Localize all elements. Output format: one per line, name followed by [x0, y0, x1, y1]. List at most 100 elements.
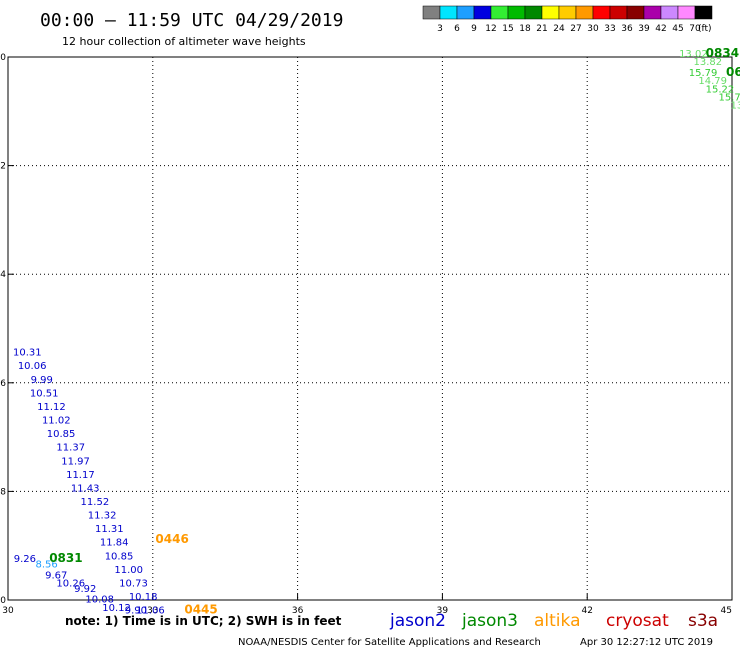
- wave-height-label: 9.67: [45, 570, 67, 581]
- x-axis-ticks: 30 33 36 39 42 45: [2, 594, 733, 616]
- wave-height-label: 10.73: [119, 578, 148, 589]
- color-swatch: [609, 5, 628, 20]
- wave-height-label: 13.02: [679, 49, 708, 60]
- wave-height-label: 11.31: [95, 524, 124, 535]
- wave-height-label: 10.18: [129, 592, 158, 603]
- x-tick-label: 45: [721, 606, 732, 616]
- color-swatch: [524, 5, 543, 20]
- y-tick-label: -54: [0, 270, 6, 280]
- color-scale-legend: 3 6 9 12 15 18 21 24 27 30 33 36 39 42 45 70(ft): [422, 5, 713, 34]
- color-swatch: [490, 5, 509, 20]
- wave-height-label: 10.85: [105, 551, 134, 562]
- satellite-legend-item: s3a: [688, 611, 718, 631]
- x-tick-label: 39: [437, 606, 449, 616]
- satellite-legend-item: jason2: [389, 611, 446, 631]
- color-swatch: [541, 5, 560, 20]
- y-tick-label: -50: [0, 53, 6, 63]
- pass-time-label: 06: [726, 65, 740, 79]
- y-axis-ticks: -50 -52 -54 -56 -58 -60: [0, 53, 14, 606]
- color-swatch: [422, 5, 441, 20]
- color-swatch: [439, 5, 458, 20]
- color-scale-label: 9: [471, 24, 477, 34]
- satellite-legend-item: cryosat: [606, 611, 669, 631]
- wave-height-label: 10.31: [13, 348, 42, 359]
- y-tick-label: -56: [0, 379, 6, 389]
- y-tick-label: -60: [0, 596, 6, 606]
- wave-height-label: 10.12: [102, 603, 131, 614]
- wave-height-label: 11.02: [42, 416, 71, 427]
- footer-credit: NOAA/NESDIS Center for Satellite Applica…: [238, 637, 541, 648]
- color-swatch: [456, 5, 475, 20]
- color-scale-label: 24: [553, 24, 565, 34]
- color-scale-label: 70: [689, 24, 701, 34]
- wave-height-label: 15.22: [706, 84, 735, 95]
- wave-height-label: 11.17: [66, 470, 95, 481]
- pass-time-label: 0446: [155, 532, 188, 546]
- wave-height-label: 10.26: [56, 578, 85, 589]
- color-scale-label: 30: [587, 24, 599, 34]
- plot-frame: [7, 56, 733, 601]
- wave-height-label: 10.85: [47, 429, 76, 440]
- wave-height-label: 10.51: [30, 388, 59, 399]
- color-scale-label: 33: [604, 24, 615, 34]
- chart-title: 00:00 – 11:59 UTC 04/29/2019: [40, 10, 343, 31]
- color-scale-label: 36: [621, 24, 633, 34]
- color-swatch: [473, 5, 492, 20]
- x-tick-label: 30: [2, 606, 14, 616]
- chart-subtitle: 12 hour collection of altimeter wave hei…: [62, 35, 306, 48]
- x-tick-label: 42: [581, 606, 592, 616]
- wave-height-label: 9.99: [31, 375, 53, 386]
- pass-time-label: 0831: [49, 551, 82, 565]
- plot-area: [7, 56, 733, 601]
- x-tick-label: 36: [292, 606, 304, 616]
- footer-note: note: 1) Time is in UTC; 2) SWH is in fe…: [65, 614, 342, 628]
- wave-height-label: 11.43: [71, 483, 100, 494]
- y-tick-label: -58: [0, 487, 6, 497]
- wave-height-label: 10.08: [85, 595, 114, 606]
- wave-height-label: 11.32: [88, 511, 117, 522]
- color-swatch: [660, 5, 679, 20]
- grid-lines: [8, 57, 732, 600]
- color-swatch: [694, 5, 713, 20]
- wave-height-label: 10.06: [18, 361, 47, 372]
- wave-height-label: 11.97: [61, 456, 90, 467]
- x-tick-label: 33: [147, 606, 158, 616]
- color-scale-label: 15: [502, 24, 513, 34]
- footer-timestamp: Apr 30 12:27:12 UTC 2019: [580, 637, 713, 648]
- wave-height-label: 11.37: [56, 443, 85, 454]
- wave-height-label: 15.79: [689, 68, 718, 79]
- color-scale-label: 27: [570, 24, 581, 34]
- color-scale-label: 3: [437, 24, 443, 34]
- wave-height-label: 13: [730, 101, 740, 112]
- wave-height-label: 11.12: [37, 402, 66, 413]
- wave-height-label: 11.84: [100, 538, 129, 549]
- pass-time-label: 0445: [184, 603, 217, 617]
- satellite-legend-item: jason3: [461, 611, 518, 631]
- color-swatch: [677, 5, 696, 20]
- color-scale-label: 39: [638, 24, 650, 34]
- color-scale-label: 45: [672, 24, 683, 34]
- color-swatch: [558, 5, 577, 20]
- color-swatch: [592, 5, 611, 20]
- color-swatch: [626, 5, 645, 20]
- wave-height-label: 9.92: [74, 584, 96, 595]
- color-scale-label: 42: [655, 24, 666, 34]
- satellite-legend-item: altika: [534, 611, 581, 631]
- color-scale-label: 6: [454, 24, 460, 34]
- wave-height-label: 11.52: [81, 497, 110, 508]
- wave-height-label: 13.82: [694, 57, 723, 68]
- color-swatch: [643, 5, 662, 20]
- wave-height-label: 15.7: [718, 92, 740, 103]
- wave-height-label: 9.90: [125, 606, 147, 617]
- y-tick-label: -52: [0, 162, 6, 172]
- color-swatch: [507, 5, 526, 20]
- satellite-legend: jason2 jason3 altika cryosat s3a: [389, 611, 718, 631]
- color-scale-label: 12: [485, 24, 496, 34]
- data-labels: 10.31 10.06 9.99 10.51 11.12 11.02 10.85 11.37 1…: [13, 46, 740, 617]
- wave-height-label: 14.79: [698, 76, 727, 87]
- wave-height-label: 9.26: [14, 554, 36, 565]
- color-swatch: [575, 5, 594, 20]
- pass-time-label: 0834: [706, 46, 739, 60]
- wave-height-label: 11.00: [114, 565, 143, 576]
